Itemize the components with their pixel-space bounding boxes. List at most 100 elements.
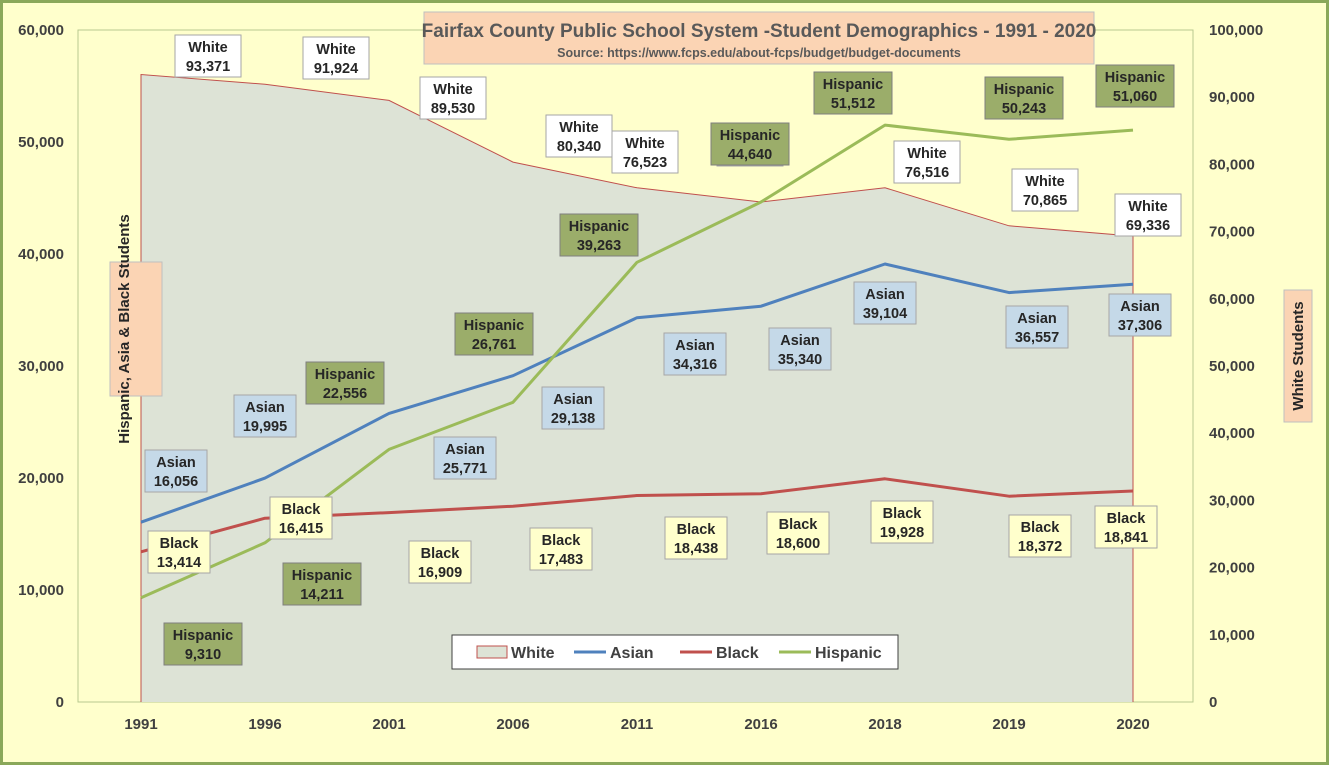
x-axis-tick: 2018 <box>868 716 901 733</box>
white-label-name: White <box>1128 199 1167 215</box>
left-axis-tick: 40,000 <box>18 246 64 263</box>
legend-item-asian: Asian <box>574 645 654 662</box>
hispanic-label-name: Hispanic <box>994 82 1054 98</box>
hispanic-label-name: Hispanic <box>1105 70 1165 86</box>
asian-data-label: Asian 16,056 <box>144 449 208 493</box>
x-axis-tick: 1996 <box>248 716 281 733</box>
hispanic-label-value: 50,243 <box>1002 101 1046 117</box>
asian-label-value: 34,316 <box>673 357 717 373</box>
right-axis-tick: 20,000 <box>1209 560 1255 577</box>
black-label-name: Black <box>1021 520 1061 536</box>
right-axis-title-box: White Students <box>1283 289 1313 423</box>
asian-label-value: 35,340 <box>778 352 822 368</box>
legend: White Asian Black Hispanic <box>451 634 899 670</box>
asian-label-name: Asian <box>156 455 196 471</box>
x-axis-tick: 2011 <box>621 716 654 733</box>
white-label-name: White <box>316 42 355 58</box>
black-label-value: 17,483 <box>539 552 583 568</box>
hispanic-label-value: 26,761 <box>472 337 516 353</box>
x-axis-tick: 2019 <box>992 716 1025 733</box>
hispanic-label-name: Hispanic <box>173 628 233 644</box>
left-axis-tick: 50,000 <box>18 134 64 151</box>
black-data-label: Black 19,928 <box>870 500 934 544</box>
hispanic-label-value: 39,263 <box>577 238 621 254</box>
legend-label-asian: Asian <box>610 645 654 662</box>
white-data-label: White 91,924 <box>302 36 370 80</box>
legend-label-black: Black <box>716 645 759 662</box>
hispanic-data-label: Hispanic 14,211 <box>282 562 362 606</box>
left-axis-tick: 20,000 <box>18 470 64 487</box>
black-label-value: 18,841 <box>1104 530 1148 546</box>
black-data-label: Black 18,372 <box>1008 514 1072 558</box>
black-label-name: Black <box>542 533 582 549</box>
asian-data-label: Asian 25,771 <box>433 436 497 480</box>
hispanic-label-value: 22,556 <box>323 386 367 402</box>
right-axis-tick: 30,000 <box>1209 492 1255 509</box>
white-data-label: White 76,523 <box>611 130 679 174</box>
hispanic-label-name: Hispanic <box>292 568 352 584</box>
asian-label-name: Asian <box>675 338 715 354</box>
white-label-value: 69,336 <box>1126 218 1170 234</box>
hispanic-data-label: Hispanic 50,243 <box>984 76 1064 120</box>
black-data-label: Black 16,415 <box>269 496 333 540</box>
white-label-name: White <box>559 120 598 136</box>
legend-item-white: White <box>476 645 555 662</box>
hispanic-label-value: 14,211 <box>300 587 344 603</box>
hispanic-data-label: Hispanic 22,556 <box>305 361 385 405</box>
chart-title-box: Fairfax County Public School System -Stu… <box>422 11 1097 65</box>
asian-data-label: Asian 19,995 <box>233 394 297 438</box>
black-label-value: 18,372 <box>1018 539 1062 555</box>
black-label-name: Black <box>282 502 322 518</box>
white-data-label: White 70,865 <box>1011 168 1079 212</box>
black-label-name: Black <box>421 546 461 562</box>
black-label-value: 18,600 <box>776 536 820 552</box>
left-axis-title-box: Hispanic, Asia & Black Students <box>109 214 163 444</box>
black-label-value: 16,415 <box>279 521 323 537</box>
black-data-label: Black 18,600 <box>766 511 830 555</box>
white-area <box>141 74 1133 702</box>
legend-box <box>451 634 899 670</box>
black-data-label: Black 18,841 <box>1094 505 1158 549</box>
left-axis-title: Hispanic, Asia & Black Students <box>116 214 133 444</box>
data-labels-layer: White 93,371 White 91,924 White 89,530 White 80… <box>144 34 1182 666</box>
legend-swatch-white <box>476 645 508 659</box>
asian-label-name: Asian <box>865 287 905 303</box>
black-label-name: Black <box>677 522 717 538</box>
asian-data-label: Asian 36,557 <box>1005 305 1069 349</box>
asian-label-name: Asian <box>245 400 285 416</box>
right-axis-tick: 80,000 <box>1209 156 1255 173</box>
right-axis-title: White Students <box>1290 301 1307 410</box>
legend-label-hispanic: Hispanic <box>815 645 882 662</box>
hispanic-data-label: Hispanic 44,640 <box>710 122 790 166</box>
hispanic-label-value: 51,060 <box>1113 89 1157 105</box>
white-label-name: White <box>433 82 472 98</box>
asian-data-label: Asian 39,104 <box>853 281 917 325</box>
black-data-label: Black 17,483 <box>529 527 593 571</box>
white-data-label: White 80,340 <box>545 114 613 158</box>
x-axis-tick: 2016 <box>744 716 777 733</box>
black-label-value: 13,414 <box>157 555 201 571</box>
asian-label-name: Asian <box>445 442 485 458</box>
x-axis-tick: 2001 <box>372 716 405 733</box>
x-axis-tick: 1991 <box>124 716 157 733</box>
hispanic-label-name: Hispanic <box>823 77 883 93</box>
axis-ticks-layer: 0 10,000 20,000 30,000 40,000 50,000 60,000 0 10… <box>18 22 1263 733</box>
hispanic-label-value: 51,512 <box>831 96 875 112</box>
right-axis-tick: 50,000 <box>1209 358 1255 375</box>
white-area-layer <box>140 73 1134 702</box>
asian-label-value: 29,138 <box>551 411 595 427</box>
black-data-label: Black 18,438 <box>664 516 728 560</box>
right-axis-tick: 0 <box>1209 694 1217 711</box>
right-axis-tick: 90,000 <box>1209 89 1255 106</box>
asian-data-label: Asian 29,138 <box>541 386 605 430</box>
asian-data-label: Asian 35,340 <box>768 327 832 371</box>
chart-title: Fairfax County Public School System -Stu… <box>422 21 1097 42</box>
right-axis-tick: 70,000 <box>1209 224 1255 241</box>
black-label-name: Black <box>779 517 819 533</box>
asian-label-name: Asian <box>1120 299 1160 315</box>
black-label-value: 18,438 <box>674 541 718 557</box>
left-axis-tick: 10,000 <box>18 582 64 599</box>
white-label-name: White <box>625 136 664 152</box>
hispanic-label-name: Hispanic <box>315 367 375 383</box>
